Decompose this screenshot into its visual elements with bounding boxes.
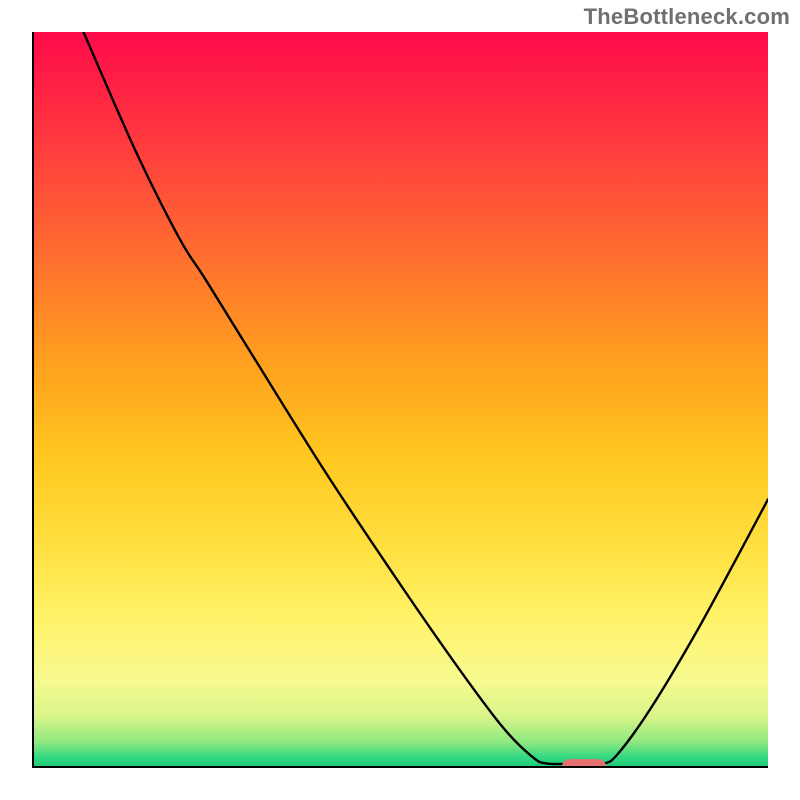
watermark-text: TheBottleneck.com xyxy=(584,4,790,30)
bottleneck-chart xyxy=(0,0,800,800)
chart-container: TheBottleneck.com xyxy=(0,0,800,800)
plot-area xyxy=(32,32,768,774)
gradient-background xyxy=(32,32,768,768)
